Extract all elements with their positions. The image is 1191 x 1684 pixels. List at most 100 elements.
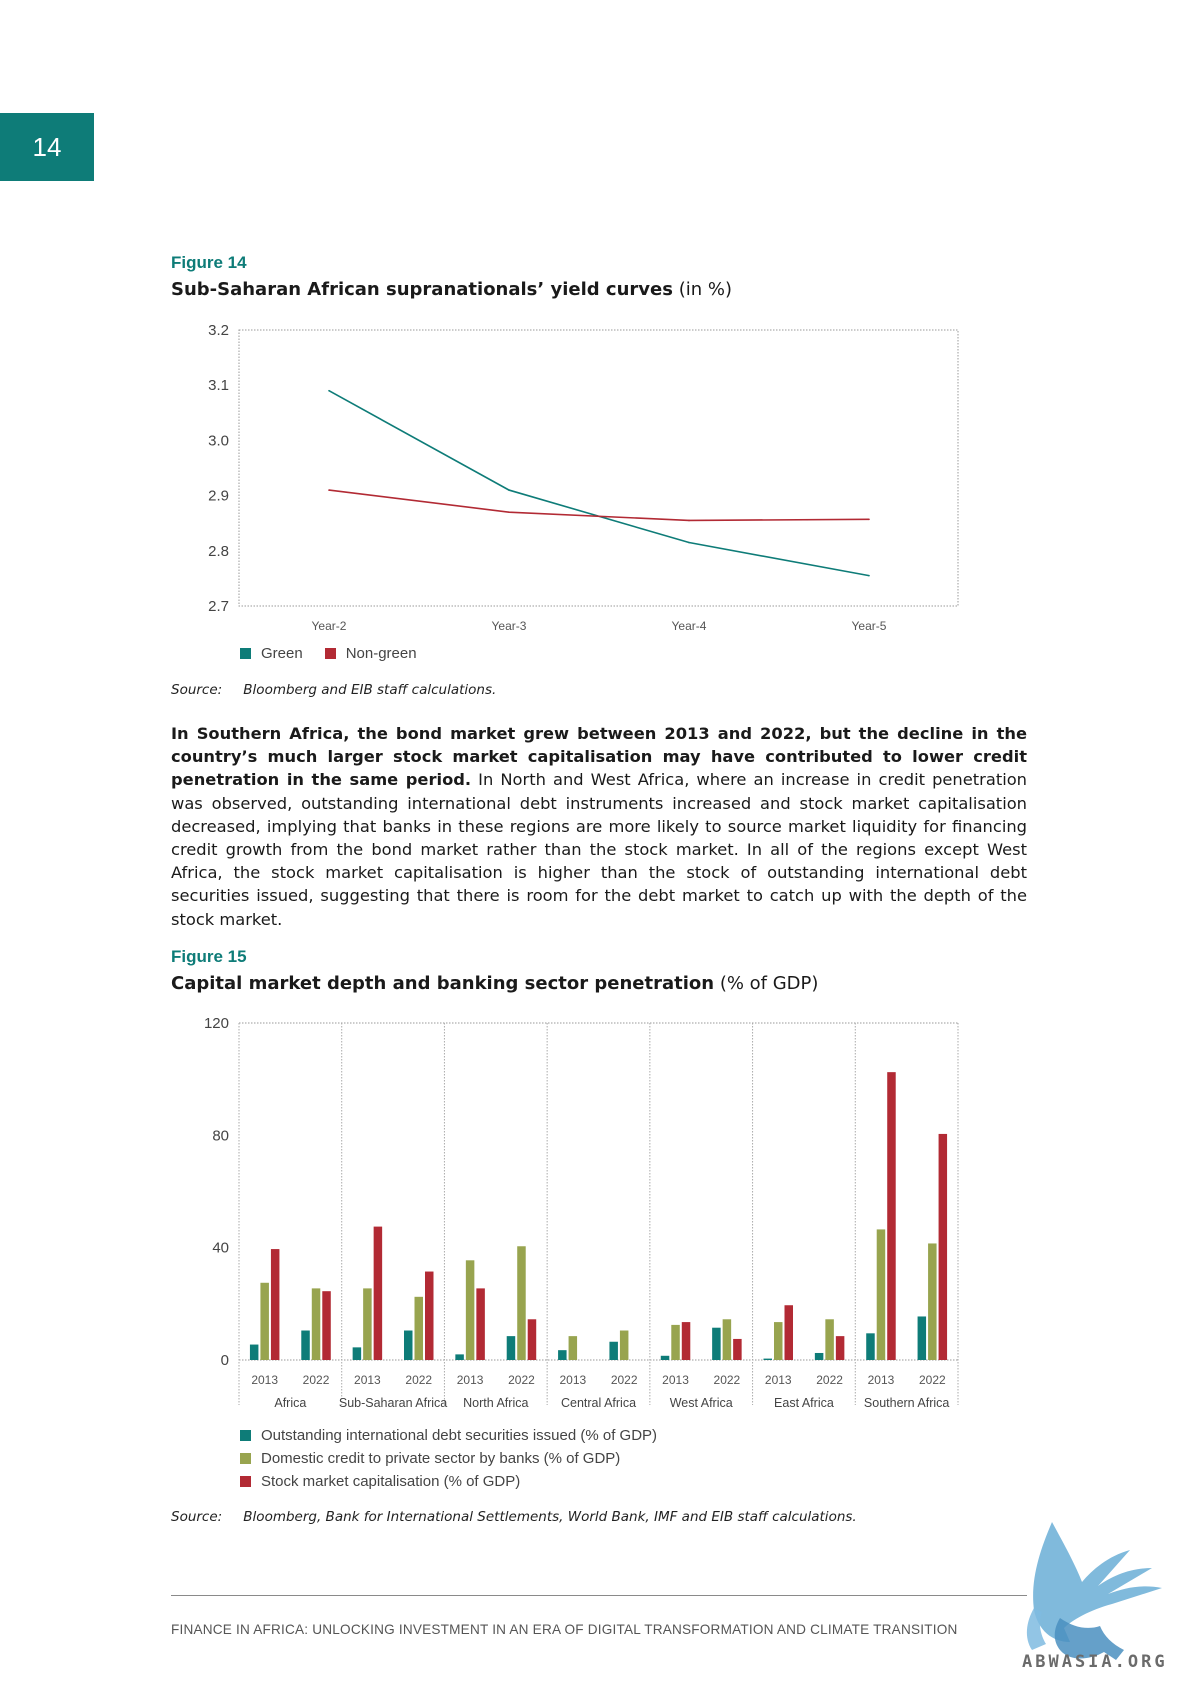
- bar: [619, 1330, 629, 1360]
- bar: [671, 1324, 680, 1360]
- region-label: North Africa: [463, 1396, 528, 1410]
- year-label: 2013: [457, 1373, 484, 1387]
- y-tick-label: 2.7: [208, 598, 229, 615]
- year-label: 2022: [816, 1373, 843, 1387]
- legend-swatch-non-green: [324, 648, 336, 659]
- y-tick-label: 0: [221, 1352, 229, 1369]
- bar: [249, 1344, 259, 1360]
- figure-15-legend-item-credit: Domestic credit to private sector by ban…: [240, 1450, 620, 1467]
- bar: [270, 1249, 280, 1360]
- figure-14-title: Sub-Saharan African supranationals’ yiel…: [171, 279, 732, 300]
- bar: [352, 1347, 362, 1360]
- yield-curve-line-chart: 3.2 3.1 3.0 2.9 2.8 2.7 Year-2 Year-3 Year-4 Year…: [208, 322, 959, 633]
- y-tick-label: 2.8: [208, 543, 229, 560]
- region-label: Central Africa: [561, 1396, 636, 1410]
- series-line-green: [328, 390, 870, 577]
- data-point: [508, 511, 510, 513]
- figure-14-source: Source: Bloomberg and EIB staff calculat…: [171, 682, 496, 698]
- data-point: [328, 489, 330, 491]
- year-label: 2022: [405, 1373, 432, 1387]
- year-label: 2013: [662, 1373, 689, 1387]
- y-tick-label: 40: [212, 1240, 229, 1257]
- year-label: 2013: [251, 1373, 278, 1387]
- body-rest: In North and West Africa, where an incre…: [171, 770, 1027, 929]
- y-tick-label: 3.2: [208, 322, 229, 339]
- data-point: [328, 389, 330, 392]
- bar: [866, 1333, 875, 1360]
- bar: [681, 1322, 691, 1360]
- source-label: Source:: [171, 682, 223, 698]
- year-label: 2022: [919, 1373, 946, 1387]
- year-label: 2022: [611, 1373, 638, 1387]
- legend-swatch-credit: [240, 1453, 251, 1464]
- y-tick-label: 120: [204, 1015, 229, 1032]
- figure-14-title-unit: (in %): [678, 279, 732, 300]
- x-tick-label: Year-3: [492, 619, 527, 632]
- figure-14-chart: 3.2 3.1 3.0 2.9 2.8 2.7 Year-2 Year-3 Year-4 Year…: [171, 312, 961, 636]
- bar: [455, 1354, 464, 1360]
- bar: [506, 1336, 516, 1360]
- bar: [476, 1288, 485, 1360]
- legend-label-green: Green: [261, 645, 303, 662]
- bar: [311, 1288, 321, 1360]
- bar: [814, 1352, 824, 1360]
- legend-label-credit: Domestic credit to private sector by ban…: [261, 1450, 621, 1467]
- bar: [517, 1246, 526, 1360]
- bar: [928, 1243, 937, 1360]
- year-label: 2022: [508, 1373, 535, 1387]
- legend-swatch-green: [240, 648, 251, 659]
- data-point: [868, 574, 870, 577]
- y-tick-label: 80: [212, 1127, 229, 1144]
- y-tick-label: 3.1: [208, 377, 229, 394]
- page-number: 14: [0, 113, 94, 181]
- year-label: 2013: [765, 1373, 792, 1387]
- bar: [825, 1319, 834, 1360]
- year-label: 2013: [559, 1373, 586, 1387]
- region-label: Southern Africa: [864, 1396, 950, 1410]
- bar: [568, 1336, 578, 1360]
- region-label: Sub-Saharan Africa: [339, 1396, 447, 1410]
- year-label: 2013: [354, 1373, 381, 1387]
- bar: [887, 1072, 896, 1360]
- legend-label-stock: Stock market capitalisation (% of GDP): [261, 1473, 521, 1490]
- bar: [558, 1350, 567, 1360]
- bar: [425, 1271, 434, 1360]
- y-tick-label: 3.0: [208, 432, 229, 449]
- bar: [373, 1226, 383, 1360]
- figure-15-title-unit: (% of GDP): [719, 973, 819, 994]
- legend-swatch-stock: [240, 1476, 251, 1487]
- year-label: 2022: [303, 1373, 330, 1387]
- figure-15-title: Capital market depth and banking sector …: [171, 973, 818, 994]
- body-paragraph: In Southern Africa, the bond market grew…: [171, 722, 1027, 931]
- source-text: Bloomberg, Bank for International Settle…: [243, 1509, 857, 1525]
- data-point: [868, 518, 870, 521]
- year-label: 2013: [868, 1373, 895, 1387]
- bar: [784, 1305, 793, 1360]
- figure-15-title-main: Capital market depth and banking sector …: [171, 973, 715, 994]
- bar: [733, 1338, 742, 1360]
- figure-15-label: Figure 15: [171, 947, 247, 966]
- data-point: [508, 489, 510, 491]
- bar: [712, 1327, 721, 1360]
- bar: [917, 1316, 927, 1360]
- region-label: West Africa: [670, 1396, 733, 1410]
- figure-15-chart: 120 80 40 0 2013 2022 Africa 2013 2022 Sub-Sahara…: [171, 1005, 961, 1421]
- region-label: East Africa: [774, 1396, 834, 1410]
- footer-rule: [171, 1595, 1027, 1596]
- bar: [609, 1341, 618, 1360]
- x-tick-label: Year-4: [672, 619, 707, 632]
- bar: [660, 1355, 670, 1360]
- bar: [301, 1330, 310, 1360]
- bar: [876, 1229, 886, 1360]
- bar: [404, 1330, 413, 1360]
- bar: [774, 1322, 783, 1360]
- plot-frame: [238, 329, 959, 607]
- x-tick-label: Year-5: [852, 619, 887, 632]
- bar: [322, 1291, 331, 1360]
- data-point: [688, 541, 690, 544]
- capital-market-bar-chart: 120 80 40 0 2013 2022 Africa 2013 2022 Sub-Sahara…: [204, 1015, 959, 1410]
- bar: [260, 1282, 269, 1360]
- bar: [363, 1288, 372, 1360]
- series-line-non-green: [328, 489, 870, 522]
- figure-15-legend-item-stock: Stock market capitalisation (% of GDP): [240, 1473, 520, 1490]
